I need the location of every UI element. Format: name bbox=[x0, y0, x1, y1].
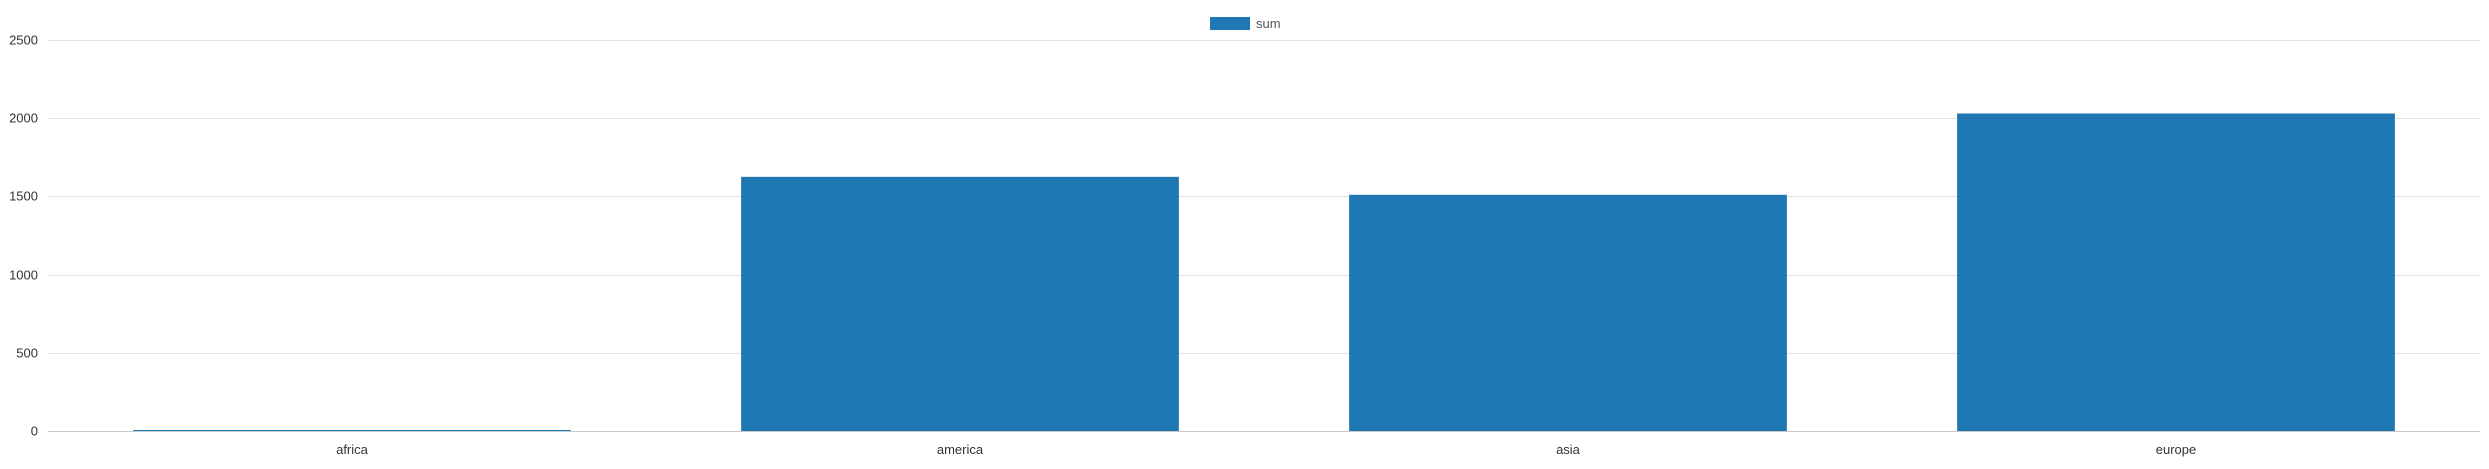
x-tick-label: europe bbox=[2156, 442, 2196, 457]
y-tick-label: 1000 bbox=[9, 268, 38, 283]
legend-label-sum[interactable]: sum bbox=[1256, 16, 1281, 31]
y-tick-label: 2000 bbox=[9, 111, 38, 126]
bar-europe[interactable] bbox=[1957, 113, 2395, 432]
bar-africa[interactable] bbox=[133, 430, 571, 431]
y-tick-label: 500 bbox=[16, 346, 38, 361]
x-tick-label: america bbox=[937, 442, 984, 457]
y-tick-label: 1500 bbox=[9, 189, 38, 204]
bar-asia[interactable] bbox=[1349, 194, 1787, 431]
legend-swatch-sum[interactable] bbox=[1210, 17, 1250, 30]
legend[interactable]: sum bbox=[1210, 16, 1281, 31]
y-axis-ticks: 0 500 1000 1500 2000 2500 bbox=[9, 33, 38, 439]
x-tick-label: africa bbox=[336, 442, 369, 457]
x-tick-label: asia bbox=[1556, 442, 1581, 457]
y-tick-label: 0 bbox=[31, 424, 38, 439]
x-axis-ticks: africa america asia europe bbox=[336, 442, 2196, 457]
grid-layer bbox=[48, 40, 2480, 432]
y-tick-label: 2500 bbox=[9, 33, 38, 48]
bar-america[interactable] bbox=[741, 176, 1179, 431]
bar-layer bbox=[133, 113, 2395, 432]
